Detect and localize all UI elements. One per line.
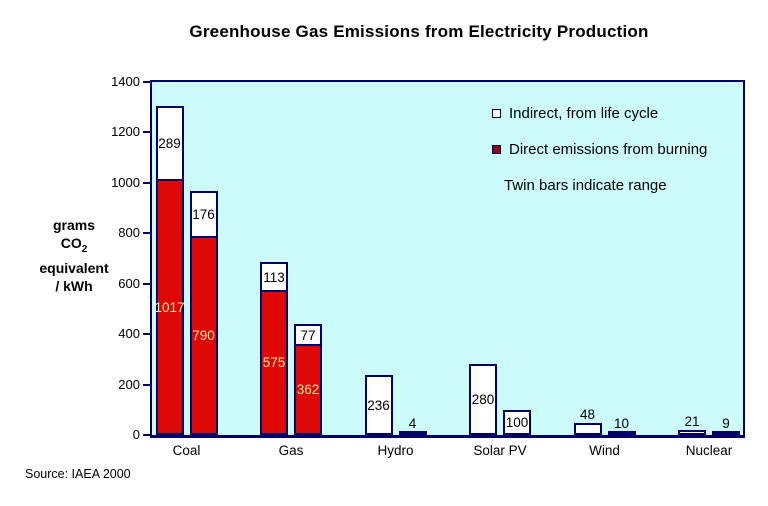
bar-segment-indirect xyxy=(576,425,600,433)
legend: Indirect, from life cycle Direct emissio… xyxy=(492,104,717,195)
bar-value-indirect-gas-high: 113 xyxy=(263,269,285,285)
bar-wind-low xyxy=(607,431,636,435)
bar-segment-direct: 1017 xyxy=(154,179,185,433)
bar-nuclear-high xyxy=(678,430,706,435)
category-label-gas: Gas xyxy=(278,443,304,458)
indirect-swatch-icon xyxy=(492,109,501,118)
bar-value-indirect-hydro-low: 4 xyxy=(408,416,417,431)
source-note: Source: IAEA 2000 xyxy=(25,467,131,481)
direct-swatch-icon xyxy=(492,145,501,154)
y-tick-label-400: 400 xyxy=(118,326,140,342)
legend-note: Twin bars indicate range xyxy=(504,177,667,194)
legend-label-direct: Direct emissions from burning xyxy=(509,141,708,158)
bar-nuclear-low xyxy=(712,431,740,435)
legend-item-direct: Direct emissions from burning xyxy=(492,140,717,159)
bar-value-indirect-nuclear-low: 9 xyxy=(722,416,730,431)
bar-segment-indirect: 77 xyxy=(296,326,320,344)
y-tick-label-200: 200 xyxy=(118,376,140,392)
bar-value-indirect-solar-pv-high: 280 xyxy=(471,392,495,407)
bar-value-direct-coal-high: 1017 xyxy=(154,299,185,315)
y-axis-label-line-2: CO2 xyxy=(60,235,88,255)
legend-label-indirect: Indirect, from life cycle xyxy=(509,105,659,122)
bar-value-indirect-hydro-high: 236 xyxy=(367,397,390,413)
bar-segment-direct: 790 xyxy=(191,236,216,433)
y-tick-label-1400: 1400 xyxy=(111,74,140,89)
y-tick-label-600: 600 xyxy=(118,275,140,291)
bar-gas-low: 77 362 xyxy=(294,324,322,435)
y-tick-label-1200: 1200 xyxy=(111,124,140,140)
bar-coal-low: 176 790 xyxy=(189,191,218,435)
y-tick-mark-200 xyxy=(143,383,150,386)
bar-segment-indirect: 100 xyxy=(505,412,529,433)
category-label-coal: Coal xyxy=(172,443,201,458)
bar-value-direct-gas-high: 575 xyxy=(262,355,286,370)
y-axis-label-line-3: equivalent xyxy=(39,259,109,276)
category-label-nuclear: Nuclear xyxy=(685,443,733,458)
y-tick-mark-1200 xyxy=(143,131,150,134)
category-label-solar-pv: Solar PV xyxy=(473,443,527,458)
bar-value-indirect-nuclear-high: 21 xyxy=(684,414,700,429)
bar-value-direct-gas-low: 362 xyxy=(296,382,320,397)
bar-segment-indirect: 280 xyxy=(471,366,495,433)
y-axis-label: grams CO2 equivalent / kWh xyxy=(18,216,130,295)
bar-segment-indirect: 236 xyxy=(367,377,391,433)
bar-wind-high xyxy=(573,423,602,435)
bar-value-indirect-wind-low: 10 xyxy=(613,416,630,431)
bar-value-indirect-gas-low: 77 xyxy=(300,327,316,343)
bar-segment-indirect: 289 xyxy=(158,108,182,179)
y-tick-label-1000: 1000 xyxy=(111,174,140,190)
bar-solar-pv-high: 280 xyxy=(469,364,497,435)
bar-segment-indirect: 113 xyxy=(262,264,286,290)
bar-value-indirect-coal-high: 289 xyxy=(158,136,181,151)
y-tick-mark-1000 xyxy=(143,181,150,184)
bar-hydro-low xyxy=(398,431,427,435)
y-tick-label-0: 0 xyxy=(132,427,140,442)
category-label-hydro: Hydro xyxy=(377,443,414,458)
y-axis-label-line-4: / kWh xyxy=(55,277,93,294)
y-tick-mark-400 xyxy=(143,333,150,336)
bar-value-indirect-solar-pv-low: 100 xyxy=(505,415,529,430)
y-tick-label-800: 800 xyxy=(118,225,140,241)
bar-segment-direct: 575 xyxy=(262,290,286,433)
bar-value-indirect-wind-high: 48 xyxy=(579,407,596,422)
bar-coal-high: 289 1017 xyxy=(154,106,185,435)
y-axis-label-line-1: grams xyxy=(52,217,96,233)
bar-segment-indirect: 176 xyxy=(192,193,216,236)
chart-plot-area: Indirect, from life cycle Direct emissio… xyxy=(150,80,745,438)
y-tick-mark-0 xyxy=(143,434,150,436)
bar-segment-indirect xyxy=(680,432,704,433)
bar-gas-high: 113 575 xyxy=(260,262,288,435)
y-tick-mark-1400 xyxy=(143,81,150,83)
bar-value-direct-coal-low: 790 xyxy=(192,328,215,343)
y-tick-mark-800 xyxy=(143,232,150,235)
bar-hydro-high: 236 xyxy=(364,375,393,435)
bar-value-indirect-coal-low: 176 xyxy=(192,207,215,222)
category-label-wind: Wind xyxy=(589,443,620,458)
chart-title: Greenhouse Gas Emissions from Electricit… xyxy=(189,22,649,41)
legend-item-indirect: Indirect, from life cycle xyxy=(492,104,717,123)
bar-solar-pv-low: 100 xyxy=(503,410,531,435)
y-tick-mark-600 xyxy=(143,282,150,285)
bar-segment-direct: 362 xyxy=(296,344,320,433)
